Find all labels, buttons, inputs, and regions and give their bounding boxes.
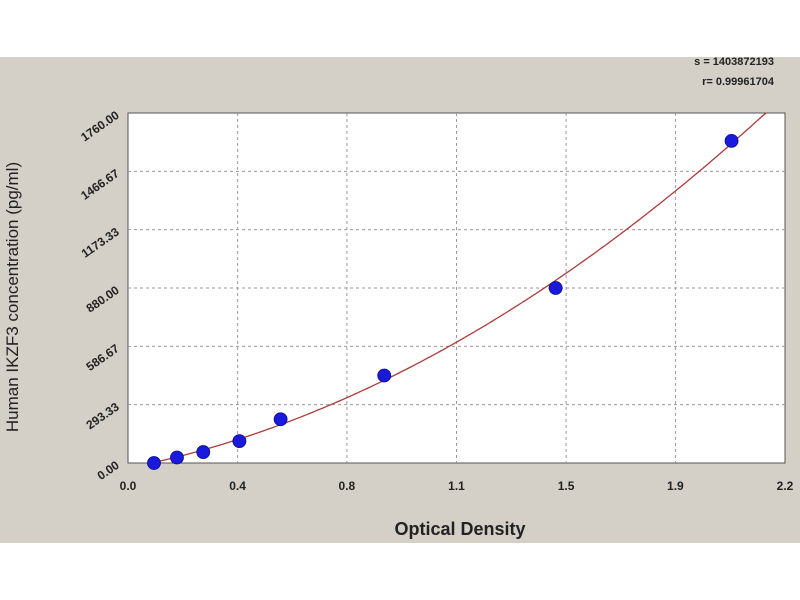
y-ticks: 0.00 293.33 586.67 880.00 1173.33 1466.67 1760…	[78, 108, 122, 483]
y-axis-label: Human IKZF3 concentration (pg/ml)	[3, 161, 22, 433]
data-point	[548, 281, 563, 295]
x-tick-label: 0.8	[339, 479, 356, 493]
x-tick-label: 1.5	[558, 479, 575, 493]
y-tick-label: 880.00	[84, 283, 122, 316]
data-point	[377, 368, 392, 383]
data-point	[147, 456, 161, 470]
x-ticks: 0.0 0.4 0.8 1.1 1.5 1.9 2.2	[120, 479, 794, 493]
data-point	[724, 133, 739, 148]
y-tick-label: 293.33	[84, 399, 122, 432]
data-point	[232, 434, 247, 449]
points-layer	[147, 133, 739, 470]
x-tick-label: 1.9	[667, 479, 684, 493]
y-tick-label: 1760.00	[78, 108, 122, 145]
fit-stat-s: s = 1403872193	[694, 56, 774, 68]
x-axis-label: Optical Density	[394, 519, 526, 539]
y-tick-label: 1173.33	[79, 224, 122, 260]
x-tick-label: 1.1	[448, 479, 465, 493]
fit-stat-r: r= 0.99961704	[702, 76, 774, 88]
y-tick-label: 1466.67	[78, 166, 122, 203]
data-point	[196, 445, 211, 459]
y-tick-label: 586.67	[84, 341, 122, 374]
y-tick-label: 0.00	[95, 458, 122, 483]
data-point	[170, 450, 184, 465]
x-tick-label: 0.0	[120, 479, 137, 493]
x-tick-label: 0.4	[229, 479, 246, 493]
x-tick-label: 2.2	[777, 479, 794, 493]
data-point	[273, 412, 288, 427]
grid-layer	[128, 113, 785, 463]
fit-curve	[150, 112, 767, 464]
